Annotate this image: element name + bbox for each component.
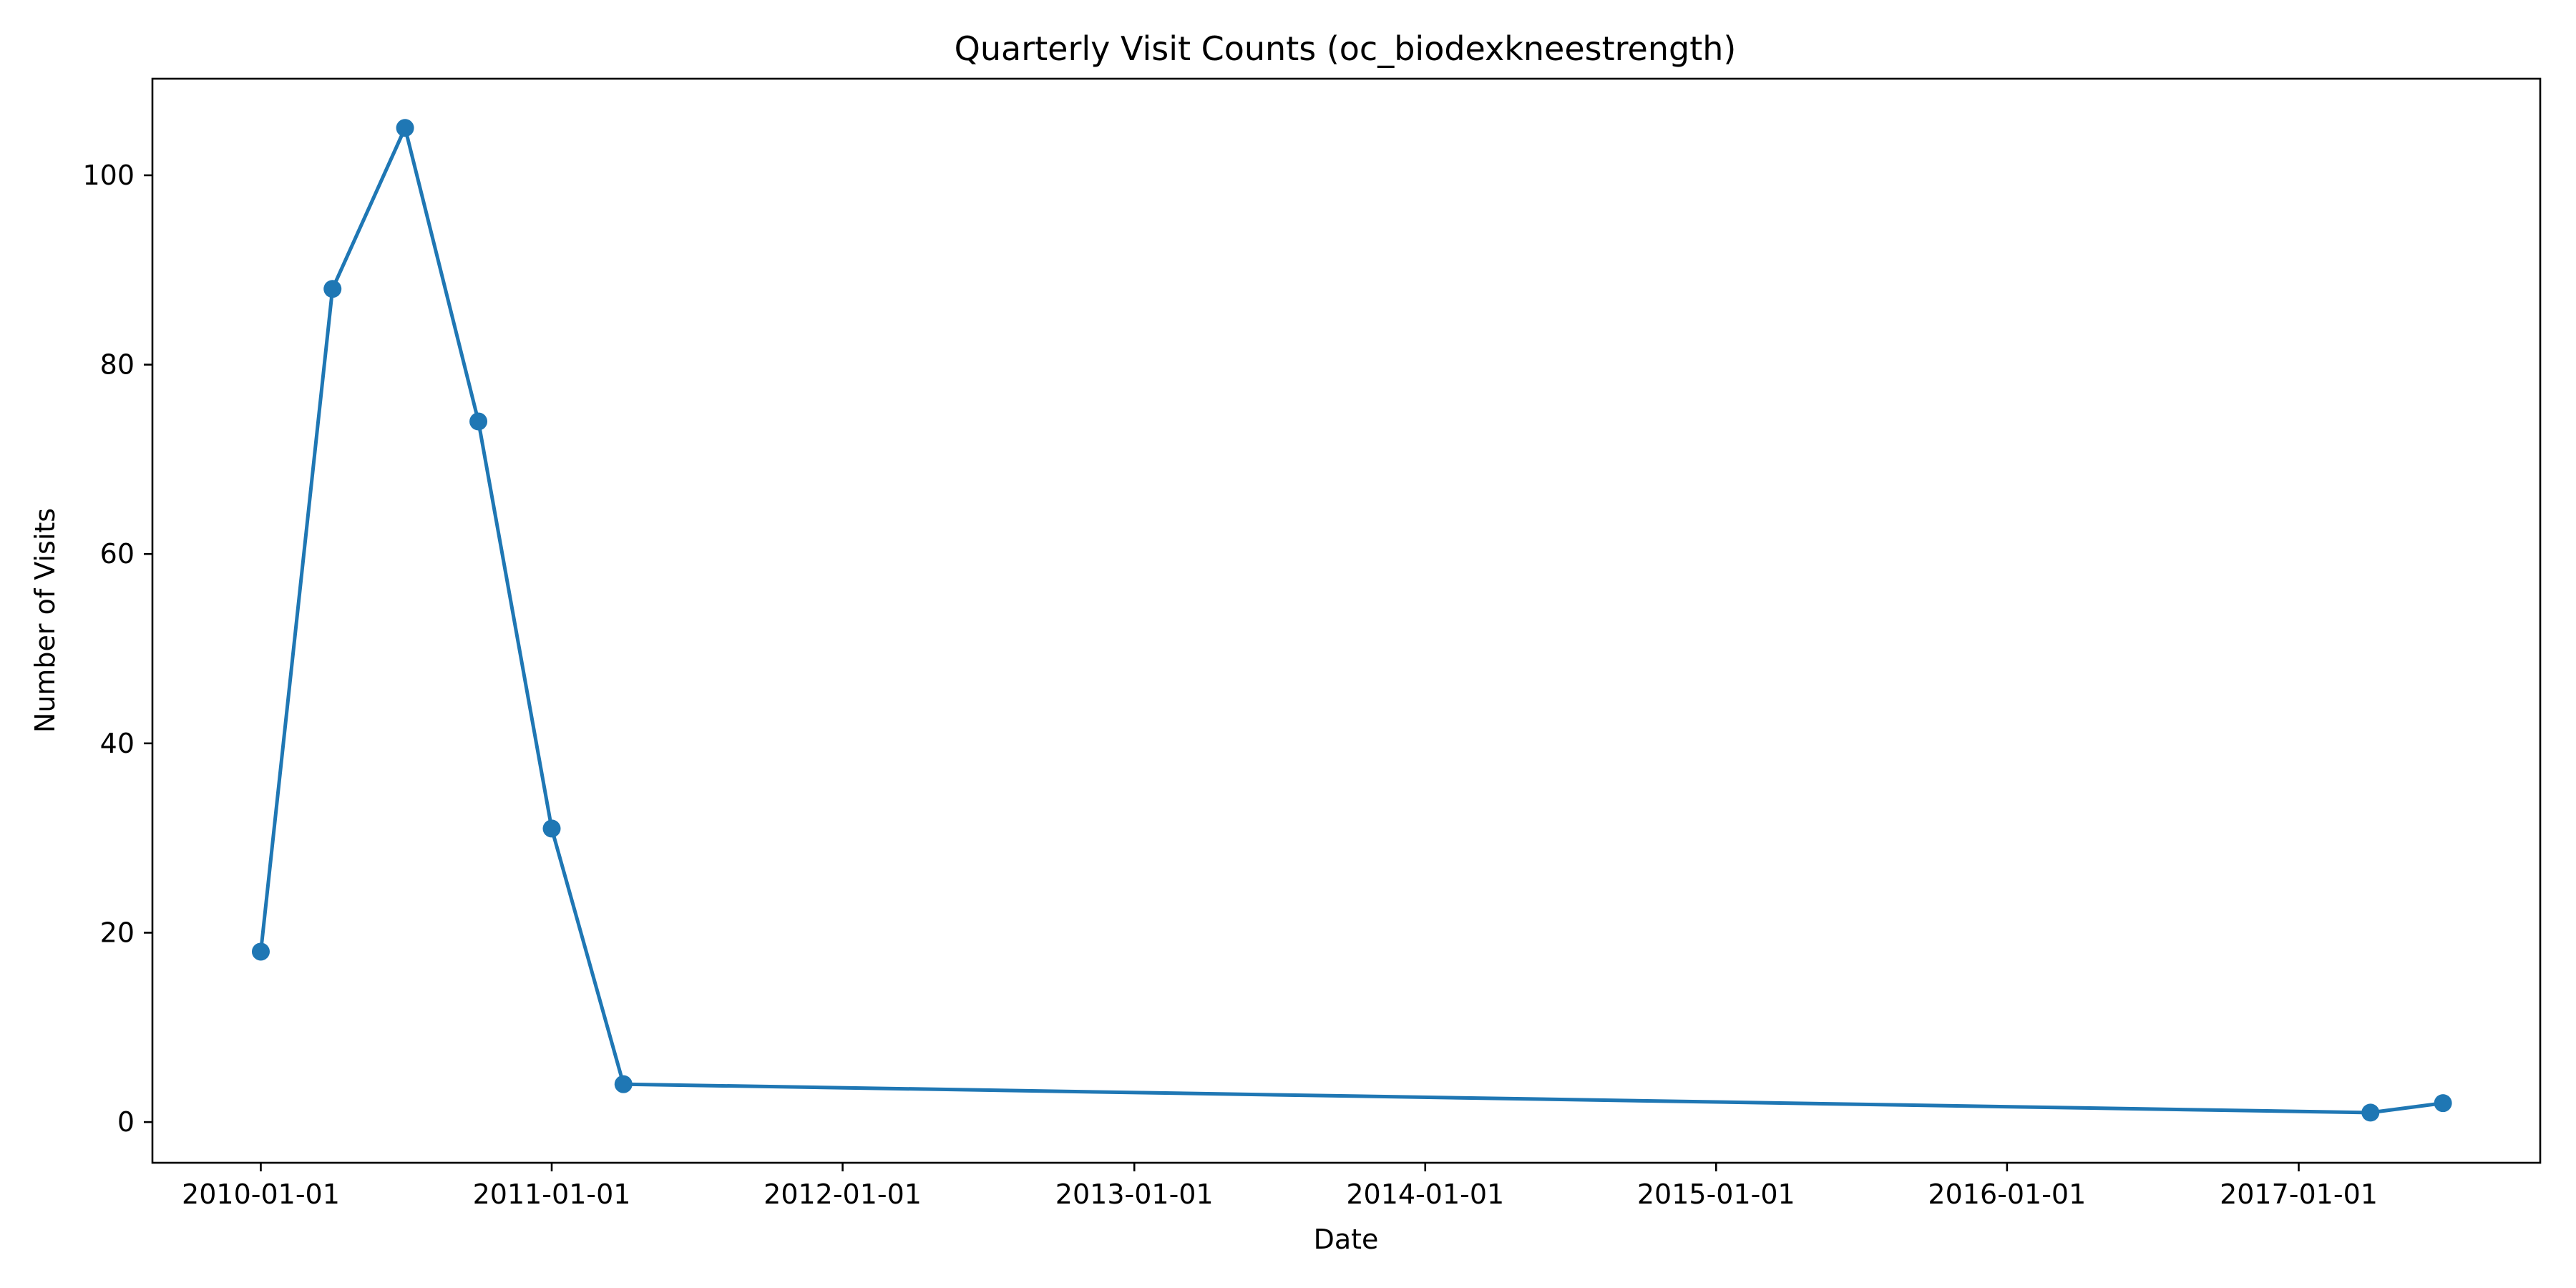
y-tick-label: 0 bbox=[117, 1106, 135, 1138]
plot-area bbox=[251, 119, 2452, 1122]
x-axis-label: Date bbox=[1314, 1224, 1379, 1255]
x-tick-label: 2010-01-01 bbox=[182, 1179, 340, 1210]
data-point bbox=[251, 942, 270, 961]
data-point bbox=[396, 119, 414, 137]
data-point bbox=[2434, 1094, 2452, 1113]
plot-frame bbox=[151, 77, 2542, 1164]
data-point bbox=[2361, 1103, 2380, 1122]
x-tick-label: 2012-01-01 bbox=[763, 1179, 922, 1210]
x-tick-label: 2011-01-01 bbox=[473, 1179, 631, 1210]
y-tick-label: 60 bbox=[100, 538, 135, 570]
y-tick-label: 40 bbox=[100, 728, 135, 759]
x-axis: 2010-01-01 2011-01-01 2012-01-01 2013-01-01… bbox=[182, 1163, 2378, 1210]
series-line bbox=[259, 126, 2444, 1115]
y-tick-label: 100 bbox=[82, 160, 135, 191]
x-tick-label: 2016-01-01 bbox=[1928, 1179, 2086, 1210]
y-axis: 0 20 40 60 80 100 bbox=[82, 160, 152, 1138]
y-tick-label: 20 bbox=[100, 917, 135, 948]
x-tick-label: 2014-01-01 bbox=[1346, 1179, 1504, 1210]
y-tick-label: 80 bbox=[100, 349, 135, 381]
data-point bbox=[614, 1075, 633, 1093]
data-point bbox=[542, 819, 561, 838]
data-point bbox=[323, 280, 342, 298]
chart-title: Quarterly Visit Counts (oc_biodexkneestr… bbox=[955, 29, 1737, 68]
x-tick-label: 2013-01-01 bbox=[1055, 1179, 1214, 1210]
x-tick-label: 2015-01-01 bbox=[1637, 1179, 1795, 1210]
x-tick-label: 2017-01-01 bbox=[2220, 1179, 2378, 1210]
y-axis-label: Number of Visits bbox=[29, 508, 61, 733]
data-point bbox=[469, 412, 488, 431]
